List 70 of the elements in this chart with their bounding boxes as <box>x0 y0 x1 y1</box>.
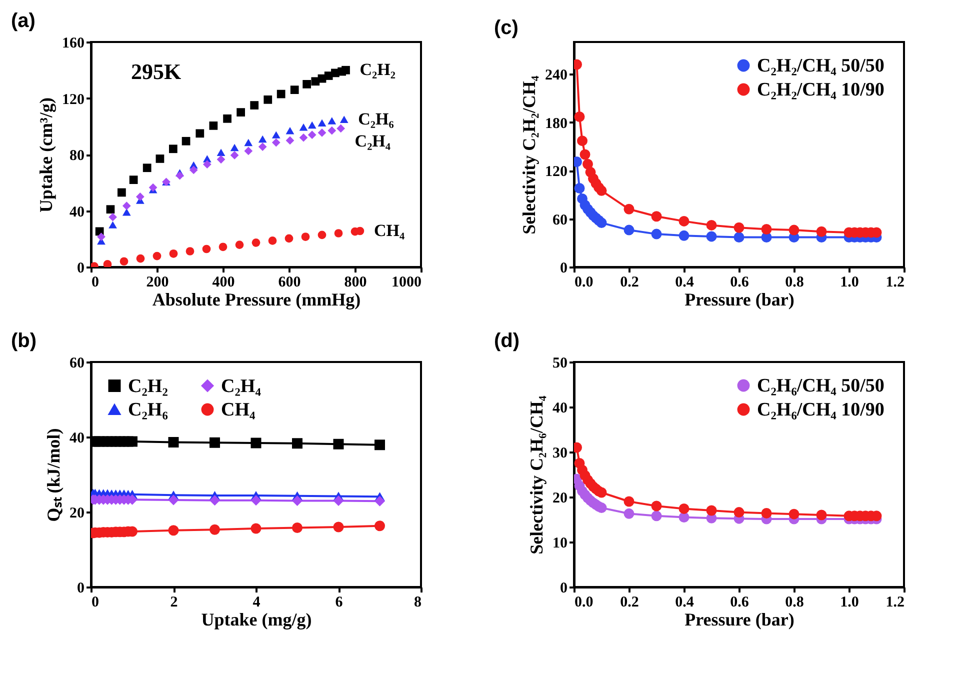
x-tick-label: 800 <box>344 274 367 290</box>
y-tick-label: 60 <box>552 212 568 228</box>
chart-title: (a) <box>11 10 36 32</box>
y-tick-label: 0 <box>560 260 568 276</box>
y-tick-label: 40 <box>552 400 568 416</box>
y-tick-label: 0 <box>77 580 84 596</box>
y-tick-label: 240 <box>545 68 568 84</box>
y-tick-label: 50 <box>552 356 568 372</box>
y-tick-label: 0 <box>77 260 84 276</box>
legend-label: C₂H₂/CH₄ 50/50 <box>757 56 884 76</box>
x-tick-label: 0.0 <box>574 274 594 290</box>
chart-title: (c) <box>494 17 518 39</box>
y-axis-title: Uptake (cm³/g) <box>36 98 56 212</box>
x-axis-title: Pressure (bar) <box>684 290 794 310</box>
y-axis-title: Qₛₜ (kJ/mol) <box>44 428 64 522</box>
y-tick-label: 120 <box>545 164 568 180</box>
x-tick-label: 0.8 <box>785 274 804 290</box>
x-tick-label: 0.2 <box>620 594 639 610</box>
x-tick-label: 1.2 <box>886 594 904 610</box>
x-tick-label: 8 <box>414 594 422 610</box>
x-tick-label: 0.4 <box>675 274 694 290</box>
y-axis-title: Selectivity C₂H₂/CH₄ <box>519 75 539 234</box>
x-tick-label: 1000 <box>392 274 422 290</box>
y-tick-label: 40 <box>70 204 84 220</box>
y-tick-label: 160 <box>62 36 84 52</box>
y-tick-label: 20 <box>552 490 568 506</box>
y-tick-label: 0 <box>560 580 568 596</box>
series-label: CH₄ <box>374 221 405 240</box>
legend-label: C₂H₆ <box>128 400 168 420</box>
series-label: C₂H₆ <box>358 109 394 128</box>
x-tick-label: 0 <box>92 594 99 610</box>
y-tick-label: 20 <box>70 506 84 522</box>
y-tick-label: 30 <box>552 446 568 462</box>
x-axis-title: Uptake (mg/g) <box>201 610 312 630</box>
y-tick-label: 40 <box>70 430 84 446</box>
x-tick-label: 200 <box>146 274 169 290</box>
chart-title: (d) <box>494 330 520 352</box>
y-tick-label: 120 <box>62 92 84 108</box>
x-tick-label: 0 <box>92 274 99 290</box>
series-label: C₂H₄ <box>354 131 391 150</box>
x-tick-label: 0.6 <box>730 274 750 290</box>
x-tick-label: 4 <box>252 594 261 610</box>
y-tick-label: 10 <box>552 536 568 552</box>
x-tick-label: 0.0 <box>574 594 594 610</box>
y-axis-title: Selectivity C₂H₆/CH₄ <box>526 395 546 554</box>
y-tick-label: 60 <box>70 356 84 372</box>
x-tick-label: 0.6 <box>730 594 750 610</box>
legend-label: C₂H₂ <box>128 376 168 397</box>
x-tick-label: 600 <box>278 274 301 290</box>
y-tick-label: 180 <box>545 116 568 132</box>
x-tick-label: 0.2 <box>620 274 639 290</box>
y-tick-label: 80 <box>70 148 84 164</box>
series-label: C₂H₂ <box>360 60 396 80</box>
legend-label: C₂H₆/CH₄ 50/50 <box>757 376 884 396</box>
legend-label: C₂H₆/CH₄ 10/90 <box>757 400 884 420</box>
x-tick-label: 2 <box>170 594 178 610</box>
x-axis-title: Pressure (bar) <box>684 610 794 630</box>
x-tick-label: 400 <box>212 274 235 290</box>
x-tick-label: 1.0 <box>840 274 859 290</box>
legend-label: CH₄ <box>221 400 256 420</box>
x-tick-label: 1.0 <box>840 594 859 610</box>
x-tick-label: 6 <box>335 594 344 610</box>
chart-title: (b) <box>11 330 37 352</box>
annotation: 295K <box>131 59 182 84</box>
x-tick-label: 0.8 <box>785 594 804 610</box>
legend-label: C₂H₄ <box>221 376 262 397</box>
legend-label: C₂H₂/CH₄ 10/90 <box>757 80 884 100</box>
x-axis-title: Absolute Pressure (mmHg) <box>152 290 361 310</box>
x-tick-label: 1.2 <box>886 274 904 290</box>
x-tick-label: 0.4 <box>675 594 694 610</box>
